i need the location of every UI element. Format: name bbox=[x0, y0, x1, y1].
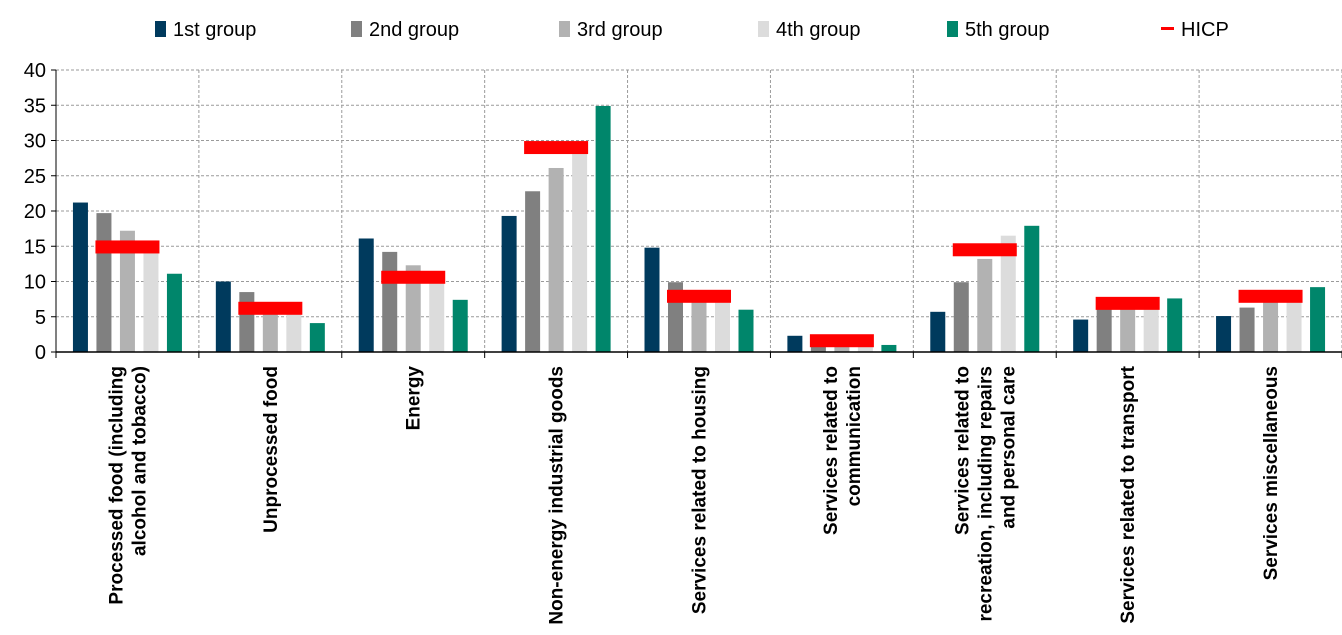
bar bbox=[691, 294, 707, 352]
bar bbox=[548, 167, 564, 352]
bar bbox=[215, 281, 231, 352]
bar bbox=[239, 292, 255, 352]
bar bbox=[1120, 305, 1136, 352]
y-tick-label: 0 bbox=[35, 342, 46, 364]
legend-label: 5th group bbox=[965, 19, 1050, 41]
y-axis: 0 5 10 15 20 25 30 35 40 bbox=[24, 60, 57, 364]
bar bbox=[881, 344, 897, 352]
bar bbox=[96, 213, 112, 352]
bar bbox=[1239, 307, 1255, 352]
legend-swatch bbox=[351, 21, 362, 37]
hicp-marker bbox=[95, 240, 160, 254]
bar bbox=[452, 299, 468, 352]
gridlines bbox=[56, 69, 1342, 352]
bar bbox=[572, 146, 588, 352]
legend-item: 3rd group bbox=[559, 19, 663, 41]
bar bbox=[1167, 298, 1183, 352]
legend-swatch bbox=[1161, 27, 1174, 30]
hicp-marker bbox=[1095, 296, 1160, 310]
y-tick-label: 15 bbox=[24, 236, 46, 258]
bar bbox=[309, 323, 325, 352]
legend-item-hicp: HICP bbox=[1161, 19, 1229, 41]
y-tick-label: 5 bbox=[35, 307, 46, 329]
hicp-marker bbox=[524, 141, 589, 155]
bar bbox=[1024, 225, 1040, 352]
legend-item: 5th group bbox=[947, 19, 1050, 41]
y-tick-label: 30 bbox=[24, 131, 46, 153]
bar bbox=[930, 311, 946, 352]
bar bbox=[953, 282, 969, 352]
hicp-marker bbox=[238, 301, 303, 315]
y-tick-label: 20 bbox=[24, 201, 46, 223]
legend-swatch bbox=[758, 21, 769, 37]
legend-label: HICP bbox=[1181, 19, 1229, 41]
legend-item: 2nd group bbox=[351, 19, 459, 41]
legend-swatch bbox=[155, 21, 166, 37]
y-tick-label: 35 bbox=[24, 95, 46, 117]
legend-label: 3rd group bbox=[577, 19, 663, 41]
legend-swatch bbox=[559, 21, 570, 37]
bar bbox=[501, 215, 517, 352]
bar bbox=[1000, 235, 1016, 352]
bar bbox=[1310, 287, 1326, 352]
bar bbox=[1096, 308, 1112, 352]
bar bbox=[1216, 316, 1232, 352]
y-tick-label: 10 bbox=[24, 272, 46, 294]
bar bbox=[286, 312, 302, 352]
x-tick-label: Non-energy industrial goods bbox=[547, 366, 568, 625]
x-tick-label: Energy bbox=[404, 366, 425, 431]
bar bbox=[1143, 305, 1159, 352]
bars bbox=[72, 105, 1326, 352]
y-tick-label: 40 bbox=[24, 60, 46, 82]
legend-label: 1st group bbox=[173, 19, 256, 41]
bar bbox=[977, 258, 993, 352]
x-tick-label: Unprocessed food bbox=[261, 366, 282, 533]
x-tick-label: Services miscellaneous bbox=[1261, 366, 1282, 580]
x-tick-label: Services related to transport bbox=[1118, 365, 1139, 623]
legend-label: 2nd group bbox=[369, 19, 459, 41]
bar bbox=[644, 247, 660, 352]
hicp-markers bbox=[95, 141, 1303, 348]
hicp-marker bbox=[381, 270, 446, 284]
hicp-marker bbox=[809, 334, 874, 348]
bar bbox=[143, 248, 159, 352]
legend: 1st group 2nd group 3rd group 4th group 5th … bbox=[155, 19, 1229, 41]
bar bbox=[738, 309, 754, 352]
bar bbox=[262, 304, 278, 352]
x-tick-label: Services related to recreation, including… bbox=[952, 366, 1019, 622]
x-tick-label: Services related to housing bbox=[690, 366, 711, 614]
x-tick-label: Services related to communication bbox=[821, 366, 865, 535]
y-tick-label: 25 bbox=[24, 166, 46, 188]
bar bbox=[1263, 299, 1279, 352]
hicp-marker bbox=[667, 289, 731, 303]
bar bbox=[405, 265, 421, 352]
bar bbox=[1286, 301, 1302, 352]
bar bbox=[1073, 319, 1089, 352]
x-tick-label: Processed food (including alcohol and tob… bbox=[106, 366, 150, 605]
bar bbox=[166, 273, 182, 352]
bar bbox=[787, 335, 803, 352]
bar bbox=[595, 105, 611, 352]
bar bbox=[429, 278, 445, 352]
legend-item: 4th group bbox=[758, 19, 861, 41]
hicp-marker bbox=[952, 243, 1017, 257]
x-axis: Processed food (including alcohol and tob… bbox=[55, 351, 1342, 625]
legend-label: 4th group bbox=[776, 19, 861, 41]
bar bbox=[358, 238, 374, 352]
legend-item: 1st group bbox=[155, 19, 256, 41]
bar bbox=[119, 230, 135, 352]
hicp-marker bbox=[1238, 289, 1303, 303]
bar bbox=[72, 202, 88, 352]
bar bbox=[525, 191, 541, 352]
bar bbox=[857, 343, 873, 352]
legend-swatch bbox=[947, 21, 958, 37]
bar bbox=[382, 251, 398, 352]
bar bbox=[715, 302, 730, 352]
